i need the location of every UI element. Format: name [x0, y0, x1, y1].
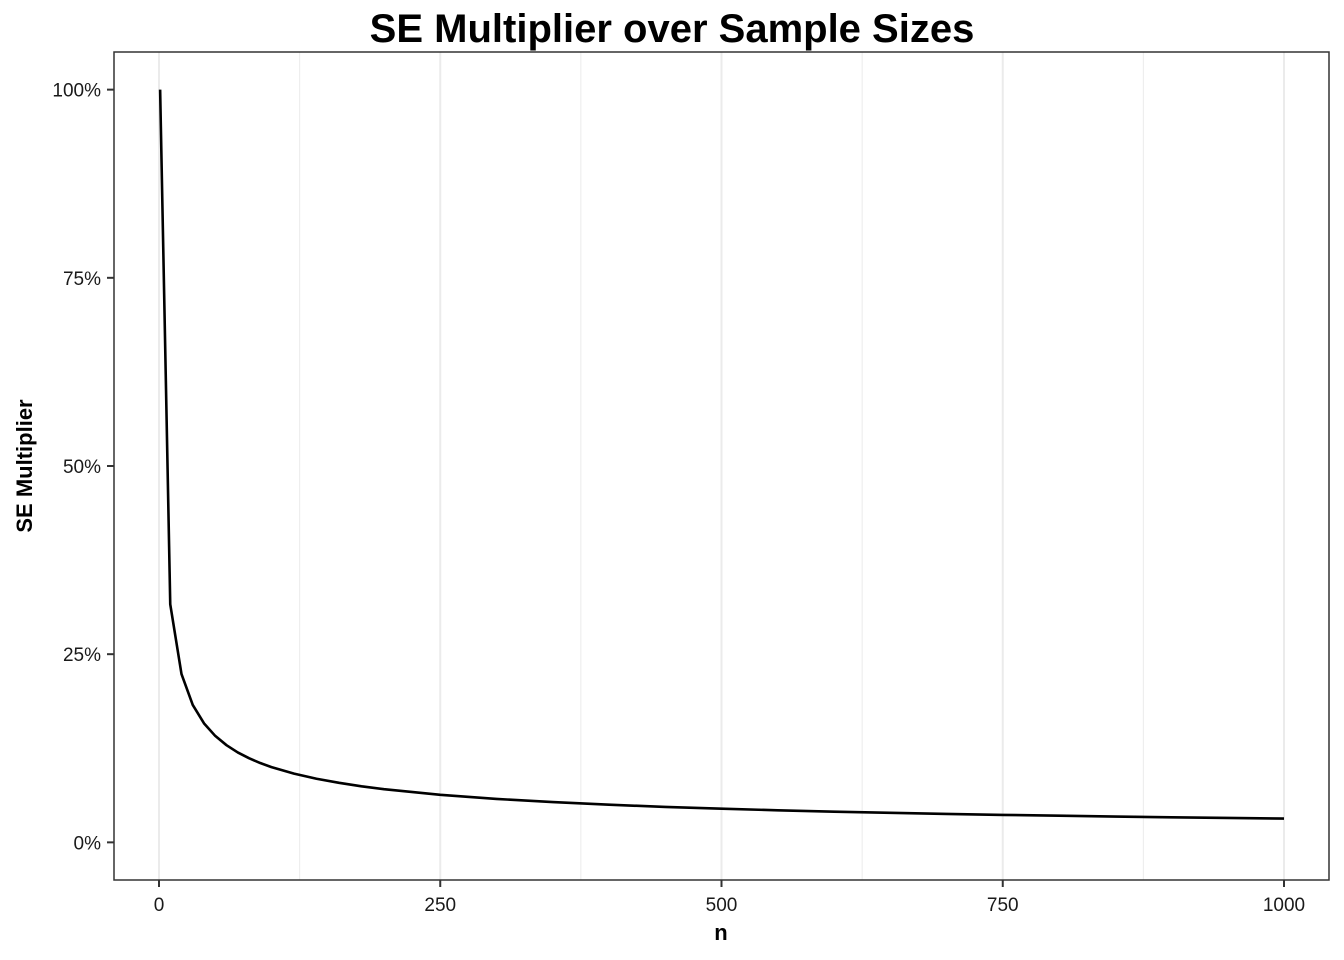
- grid: [158, 52, 1285, 880]
- y-axis-title: SE Multiplier: [12, 399, 37, 533]
- y-tick-label: 75%: [63, 269, 101, 290]
- series-layer: [158, 89, 1285, 820]
- x-tick-label: 250: [424, 895, 456, 916]
- x-tick-label: 1000: [1263, 895, 1305, 916]
- axes: 0 250 500 750 1000 0% 25% 50% 75% 100%: [52, 81, 1305, 916]
- y-tick-label: 0%: [74, 833, 102, 854]
- x-tick-label: 0: [154, 895, 165, 916]
- x-tick-label: 750: [987, 895, 1019, 916]
- y-tick-label: 100%: [52, 81, 101, 102]
- x-tick-label: 500: [706, 895, 738, 916]
- x-axis-title: n: [714, 920, 727, 945]
- chart-title: SE Multiplier over Sample Sizes: [370, 7, 975, 51]
- y-tick-label: 50%: [63, 457, 101, 478]
- series-line: [158, 89, 1285, 820]
- y-tick-label: 25%: [63, 645, 101, 666]
